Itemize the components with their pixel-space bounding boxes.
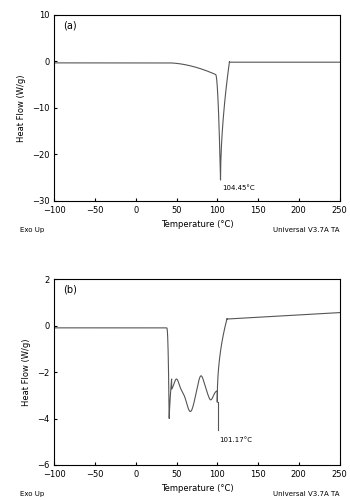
Text: Universal V3.7A TA: Universal V3.7A TA — [273, 491, 340, 497]
Text: Exo Up: Exo Up — [20, 491, 44, 497]
Y-axis label: Heat Flow (W/g): Heat Flow (W/g) — [17, 74, 26, 142]
Text: Exo Up: Exo Up — [20, 227, 44, 233]
Text: Universal V3.7A TA: Universal V3.7A TA — [273, 227, 340, 233]
X-axis label: Temperature (°C): Temperature (°C) — [161, 484, 233, 494]
Text: 104.45°C: 104.45°C — [222, 184, 255, 190]
Text: 101.17°C: 101.17°C — [220, 437, 253, 443]
Y-axis label: Heat Flow (W/g): Heat Flow (W/g) — [22, 338, 32, 406]
Text: (b): (b) — [63, 284, 77, 294]
X-axis label: Temperature (°C): Temperature (°C) — [161, 220, 233, 230]
Text: (a): (a) — [63, 20, 76, 30]
